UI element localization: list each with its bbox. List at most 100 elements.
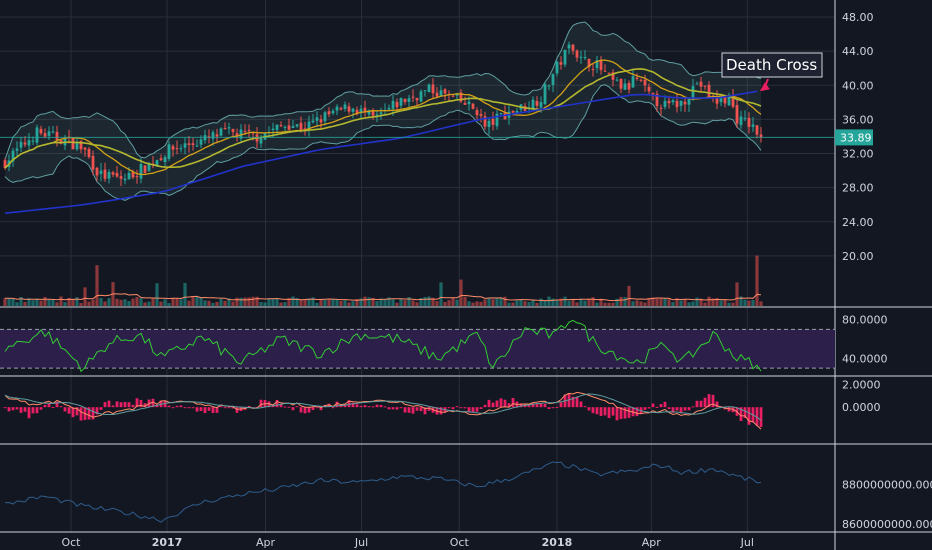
candle-body xyxy=(107,171,111,179)
candle-body xyxy=(627,83,631,90)
macd-hist-bar xyxy=(503,399,507,408)
macd-hist-bar xyxy=(711,394,715,408)
volume-bar xyxy=(699,298,703,306)
volume-bar xyxy=(99,297,103,306)
candle-body xyxy=(375,114,379,116)
macd-hist-bar xyxy=(191,407,195,409)
volume-bar xyxy=(339,300,343,306)
macd-hist-bar xyxy=(547,407,551,410)
candle-body xyxy=(127,172,131,180)
volume-bar xyxy=(47,299,51,306)
macd-hist-bar xyxy=(467,407,471,413)
macd-hist-bar xyxy=(479,407,483,410)
macd-hist-bar xyxy=(231,407,235,409)
macd-hist-bar xyxy=(651,403,655,408)
macd-hist-bar xyxy=(715,401,719,408)
time-axis-label: Apr xyxy=(642,536,662,549)
macd-hist-bar xyxy=(439,407,443,415)
volume-bar xyxy=(43,297,47,306)
macd-hist-bar xyxy=(311,407,315,411)
candle-body xyxy=(279,125,283,127)
candle-body xyxy=(587,58,591,68)
macd-hist-bar xyxy=(499,398,503,408)
macd-hist-bar xyxy=(643,407,647,410)
candle-body xyxy=(467,101,471,105)
candle-body xyxy=(551,74,555,85)
macd-hist-bar xyxy=(383,406,387,408)
candle-body xyxy=(483,116,487,127)
volume-bar xyxy=(739,296,743,306)
candle-body xyxy=(459,92,463,102)
volume-bar xyxy=(723,299,727,306)
macd-hist-bar xyxy=(259,399,263,408)
macd-hist-bar xyxy=(571,396,575,408)
volume-bar xyxy=(679,300,683,306)
macd-hist-bar xyxy=(587,407,591,411)
volume-bar xyxy=(255,296,259,306)
macd-hist-bar xyxy=(123,401,127,408)
candle-body xyxy=(119,176,123,179)
macd-hist-bar xyxy=(387,407,391,410)
candle-body xyxy=(19,141,23,148)
candle-body xyxy=(423,90,427,92)
macd-hist-bar xyxy=(11,407,15,411)
candle-body xyxy=(43,133,47,137)
volume-bar xyxy=(759,301,763,306)
volume-bar xyxy=(719,300,723,306)
candle-body xyxy=(355,109,359,115)
candle-body xyxy=(159,158,163,161)
volume-bar xyxy=(331,298,335,306)
macd-hist-bar xyxy=(407,407,411,413)
volume-bar xyxy=(115,298,119,306)
macd-hist-bar xyxy=(555,406,559,408)
candle-body xyxy=(631,76,635,88)
macd-hist-bar xyxy=(211,407,215,413)
macd-hist-bar xyxy=(227,407,231,409)
macd-hist-bar xyxy=(299,407,303,413)
candle-body xyxy=(659,107,663,109)
macd-hist-bar xyxy=(403,407,407,413)
volume-bar xyxy=(51,299,55,306)
candle-body xyxy=(195,145,199,147)
candle-body xyxy=(695,83,699,85)
price-tick-label: 28.00 xyxy=(842,182,874,195)
candle-body xyxy=(615,79,619,81)
candle-body xyxy=(99,170,103,174)
volume-bar xyxy=(107,298,111,306)
candle-body xyxy=(123,178,127,181)
candle-body xyxy=(719,97,723,103)
macd-hist-bar xyxy=(207,407,211,411)
macd-hist-bar xyxy=(359,405,363,408)
volume-bar xyxy=(611,302,615,306)
candle-body xyxy=(247,129,251,132)
volume-bar xyxy=(587,298,591,306)
candle-body xyxy=(451,95,455,97)
candle-body xyxy=(55,131,59,140)
macd-hist-bar xyxy=(39,407,43,410)
volume-bar xyxy=(751,299,755,306)
candle-body xyxy=(367,110,371,115)
candle-body xyxy=(679,100,683,106)
macd-hist-bar xyxy=(647,407,651,409)
volume-bar xyxy=(167,302,171,306)
candle-body xyxy=(231,128,235,133)
candle-body xyxy=(651,93,655,95)
candle-body xyxy=(319,119,323,123)
candle-body xyxy=(747,117,751,127)
macd-hist-bar xyxy=(175,405,179,408)
volume-bar xyxy=(183,283,187,306)
macd-hist-bar xyxy=(51,406,55,408)
candle-body xyxy=(463,103,467,105)
volume-bar xyxy=(523,301,527,306)
macd-hist-bar xyxy=(727,407,731,412)
rsi-tick-label: 80.0000 xyxy=(842,314,888,327)
macd-line xyxy=(4,391,762,430)
volume-bar xyxy=(83,287,87,306)
rsi-tick-label: 40.0000 xyxy=(842,352,888,365)
candle-body xyxy=(163,157,167,162)
volume-bar xyxy=(555,300,559,306)
macd-hist-bar xyxy=(427,407,431,411)
volume-bar xyxy=(311,297,315,306)
macd-hist-bar xyxy=(687,407,691,411)
